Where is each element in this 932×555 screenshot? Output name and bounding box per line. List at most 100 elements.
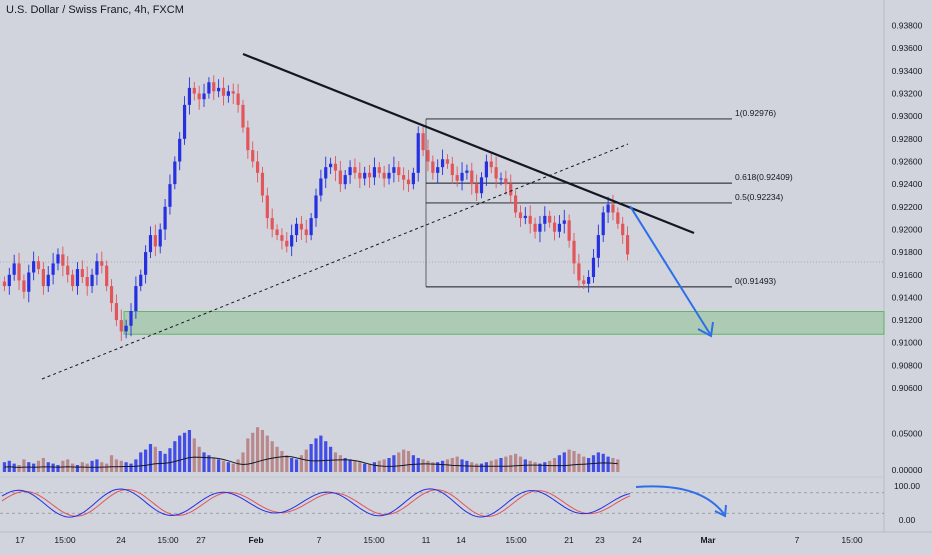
candle-body[interactable] — [509, 184, 513, 196]
candle-body[interactable] — [504, 178, 508, 185]
candle-body[interactable] — [582, 280, 586, 284]
candle-body[interactable] — [70, 274, 75, 287]
candle-body[interactable] — [499, 178, 503, 180]
candle-body[interactable] — [109, 286, 114, 304]
candle-body[interactable] — [294, 223, 299, 236]
candle-body[interactable] — [27, 272, 31, 292]
candle-body[interactable] — [7, 274, 11, 287]
candle-body[interactable] — [343, 175, 347, 185]
candle-body[interactable] — [596, 235, 600, 258]
stoch-forecast-arrow[interactable] — [635, 485, 725, 515]
candle-body[interactable] — [285, 240, 289, 247]
candle-body[interactable] — [431, 161, 435, 173]
candle-body[interactable] — [319, 178, 323, 196]
candle-body[interactable] — [348, 167, 352, 176]
candle-body[interactable] — [124, 325, 128, 332]
candle-body[interactable] — [100, 261, 104, 266]
candle-body[interactable] — [309, 218, 313, 236]
candle-body[interactable] — [552, 222, 557, 232]
candle-body[interactable] — [236, 93, 240, 105]
candle-body[interactable] — [182, 104, 187, 139]
candle-body[interactable] — [402, 175, 406, 180]
candle-body[interactable] — [178, 138, 182, 162]
candle-body[interactable] — [460, 172, 464, 181]
candle-body[interactable] — [46, 274, 50, 287]
candle-body[interactable] — [22, 280, 26, 292]
candle-body[interactable] — [61, 254, 65, 266]
candle-body[interactable] — [611, 204, 615, 213]
candle-body[interactable] — [168, 184, 172, 207]
candle-body[interactable] — [372, 167, 377, 178]
candle-body[interactable] — [134, 286, 138, 311]
candle-body[interactable] — [41, 269, 45, 287]
candle-body[interactable] — [129, 310, 133, 326]
candle-body[interactable] — [455, 175, 459, 181]
candle-body[interactable] — [90, 274, 94, 287]
candle-body[interactable] — [221, 87, 226, 96]
candle-body[interactable] — [251, 150, 255, 162]
candle-body[interactable] — [304, 229, 308, 236]
candle-body[interactable] — [543, 215, 547, 224]
candle-body[interactable] — [270, 218, 274, 230]
candle-body[interactable] — [518, 212, 523, 219]
candle-body[interactable] — [387, 172, 391, 179]
candle-body[interactable] — [66, 265, 70, 275]
candle-body[interactable] — [625, 235, 630, 255]
candle-body[interactable] — [475, 184, 479, 194]
candle-body[interactable] — [280, 235, 284, 241]
candle-body[interactable] — [36, 261, 41, 270]
candle-body[interactable] — [231, 91, 235, 94]
candle-body[interactable] — [158, 229, 162, 247]
candle-body[interactable] — [426, 150, 430, 162]
candle-body[interactable] — [557, 223, 562, 232]
candle-body[interactable] — [324, 167, 328, 179]
candle-body[interactable] — [290, 235, 294, 247]
forecast-arrow[interactable] — [629, 205, 711, 335]
candle-body[interactable] — [479, 177, 484, 194]
candle-body[interactable] — [411, 172, 415, 185]
candle-body[interactable] — [2, 281, 7, 287]
candle-body[interactable] — [353, 167, 357, 173]
candle-body[interactable] — [32, 261, 36, 273]
candle-body[interactable] — [533, 223, 537, 232]
candle-body[interactable] — [329, 163, 333, 168]
candle-body[interactable] — [192, 87, 196, 94]
candle-body[interactable] — [202, 93, 206, 100]
candle-body[interactable] — [606, 204, 610, 213]
candle-body[interactable] — [367, 172, 372, 178]
candle-body[interactable] — [51, 263, 55, 275]
candle-body[interactable] — [119, 320, 123, 332]
candle-body[interactable] — [95, 261, 99, 275]
candle-body[interactable] — [56, 254, 60, 264]
candle-body[interactable] — [153, 235, 157, 247]
candle-body[interactable] — [382, 172, 386, 179]
candle-body[interactable] — [616, 212, 620, 224]
candle-body[interactable] — [358, 172, 362, 179]
candle-body[interactable] — [75, 269, 80, 287]
candle-body[interactable] — [255, 161, 260, 173]
candle-body[interactable] — [445, 159, 450, 164]
candle-body[interactable] — [392, 167, 396, 173]
candle-body[interactable] — [260, 172, 265, 196]
support-trendline[interactable] — [41, 143, 629, 380]
candle-body[interactable] — [363, 172, 367, 179]
candle-body[interactable] — [12, 263, 16, 275]
candle-body[interactable] — [416, 133, 420, 173]
candle-body[interactable] — [217, 87, 221, 92]
candle-body[interactable] — [275, 229, 279, 236]
candle-body[interactable] — [621, 223, 625, 236]
candle-body[interactable] — [548, 215, 552, 223]
candle-body[interactable] — [450, 163, 454, 176]
candle-body[interactable] — [562, 220, 566, 224]
candle-body[interactable] — [406, 179, 411, 185]
candle-body[interactable] — [465, 170, 469, 173]
candle-body[interactable] — [421, 133, 425, 151]
candle-body[interactable] — [528, 215, 532, 224]
candle-body[interactable] — [314, 195, 318, 219]
candle-body[interactable] — [338, 170, 342, 185]
candle-body[interactable] — [567, 220, 571, 241]
candle-body[interactable] — [105, 265, 109, 287]
candle-body[interactable] — [114, 303, 119, 321]
candle-body[interactable] — [591, 257, 596, 278]
